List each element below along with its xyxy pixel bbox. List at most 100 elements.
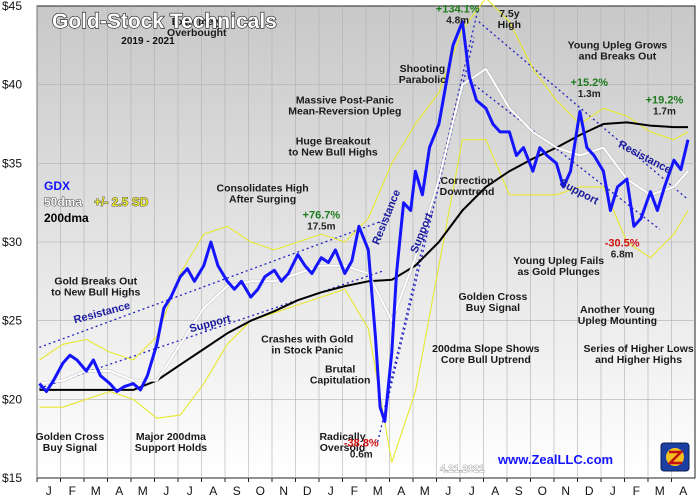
annotation-line: Another Young [580, 304, 655, 316]
annotation-line: Golden Cross [458, 291, 527, 303]
annotation: Shooting Parabolic [399, 63, 446, 86]
y-tick-label: $35 [2, 156, 22, 170]
annotation: Major 200dma Support Holds [135, 431, 207, 454]
x-tick-label: D [585, 484, 594, 498]
annotation-line: Extremely [172, 16, 222, 28]
annotation-line: 200dma Slope Shows [432, 343, 540, 355]
annotation-line: Golden Cross [35, 431, 104, 443]
x-tick-label: S [515, 484, 523, 498]
annotations: Extremely Overbought 7.5y High Young Upleg G… [35, 8, 693, 454]
x-tick-label: A [115, 484, 123, 498]
legend-50dma: 50dma [44, 195, 82, 209]
annotation-line: and Breaks Out [579, 50, 657, 62]
legend-gdx: GDX [44, 179, 70, 193]
annotation-line: Buy Signal [43, 442, 97, 454]
brand-url: www.ZealLLC.com [497, 452, 613, 467]
annotation-line: Correction [441, 175, 494, 187]
series-50dma [39, 67, 689, 385]
annotation-line: Crashes with Gold [261, 334, 353, 346]
y-axis-ticks: $15 $20 $25 $30 $35 $40 $45 [2, 0, 22, 485]
x-tick-label: F [351, 484, 358, 498]
x-tick-label: O [538, 484, 547, 498]
percent-label: +76.7% [303, 209, 341, 221]
annotation-line: Consolidates High [217, 183, 309, 195]
annotation: Correction Downtrend [440, 175, 495, 198]
annotation-line: Radically [319, 431, 365, 443]
legend: GDX 50dma +/- 2.5 SD 200dma [44, 179, 149, 225]
series-lines [38, 0, 690, 463]
x-tick-label: A [491, 484, 499, 498]
x-tick-label: M [91, 484, 101, 498]
annotation: Consolidates High After Surging [217, 183, 309, 206]
percent-label: -38.8% [344, 438, 379, 450]
annotation-line: in Stock Panic [271, 345, 343, 357]
annotation: Golden Cross Buy Signal [458, 291, 527, 314]
percent-labels: +134.1%4.8m +76.7%17.5m +15.2%1.3m +19.2%1.… [303, 3, 684, 460]
annotation-line: Shooting [400, 63, 446, 75]
x-tick-label: J [187, 484, 193, 498]
annotation: Young Upleg Fails as Gold Plunges [513, 255, 604, 278]
chart-title: Gold-Stock Technicals [52, 10, 277, 33]
series--2-5-sd [39, 0, 689, 361]
annotation: 200dma Slope Shows Core Bull Uptrend [432, 343, 540, 366]
annotation-line: After Surging [229, 194, 296, 206]
series-gdx [38, 20, 690, 423]
annotation: Extremely Overbought [167, 16, 227, 39]
annotation-line: Downtrend [440, 186, 495, 198]
volume-label: 6.8m [611, 250, 634, 261]
annotation-line: and Higher Highs [595, 354, 682, 366]
y-tick-label: $25 [2, 314, 22, 328]
annotation-line: Major 200dma [136, 431, 206, 443]
annotation-line: 7.5y [499, 8, 520, 20]
x-tick-label: N [561, 484, 570, 498]
date-stamp: 4.21.2021 [440, 464, 485, 475]
annotation-line: Young Upleg Grows [568, 39, 668, 51]
x-tick-label: J [445, 484, 451, 498]
x-tick-label: M [655, 484, 665, 498]
percent-label: +19.2% [646, 95, 684, 107]
annotation: Massive Post-Panic Mean-Reversion Upleg [288, 95, 401, 118]
x-tick-label: J [610, 484, 616, 498]
volume-label: 1.3m [578, 89, 601, 100]
percent-label: +134.1% [436, 3, 480, 15]
annotation: Series of Higher Lows and Higher Highs [583, 343, 693, 366]
annotation-line: Mean-Reversion Upleg [288, 106, 401, 118]
volume-label: 1.7m [653, 107, 676, 118]
annotation-line: Support Holds [135, 442, 207, 454]
legend-200dma: 200dma [44, 211, 89, 225]
annotation-line: Oversold [320, 442, 366, 454]
annotation-line: Capitulation [310, 375, 371, 387]
percent-label: -30.5% [605, 238, 640, 250]
series--2-5-sd [39, 139, 689, 463]
annotation: Another Young Upleg Mounting [578, 304, 657, 327]
annotation-line: Upleg Mounting [578, 315, 657, 327]
x-tick-label: J [46, 484, 52, 498]
annotation-line: Buy Signal [466, 302, 520, 314]
volume-label: 0.6m [350, 450, 373, 461]
percent-label: +15.2% [570, 77, 608, 89]
annotation-line: Massive Post-Panic [296, 95, 394, 107]
annotation-line: to New Bull Highs [51, 286, 140, 298]
annotation: Radically Oversold [319, 431, 365, 454]
x-tick-label: S [233, 484, 241, 498]
annotation-line: Core Bull Uptrend [441, 354, 531, 366]
annotation-line: to New Bull Highs [288, 146, 377, 158]
annotation-line: High [498, 19, 521, 31]
x-tick-label: M [138, 484, 148, 498]
annotation-line: Gold Breaks Out [54, 275, 137, 287]
annotation: Young Upleg Grows and Breaks Out [568, 39, 668, 62]
chart-subtitle: 2019 - 2021 [121, 36, 175, 47]
gridlines [36, 6, 695, 478]
x-tick-label: D [303, 484, 312, 498]
annotation-line: Overbought [167, 27, 227, 39]
trendline [39, 219, 386, 349]
annotation: Crashes with Gold in Stock Panic [261, 334, 353, 357]
x-tick-label: N [279, 484, 288, 498]
x-tick-label: M [373, 484, 383, 498]
annotation: Golden Cross Buy Signal [35, 431, 104, 454]
y-tick-label: $40 [2, 78, 22, 92]
x-tick-label: M [420, 484, 430, 498]
annotation-line: Parabolic [399, 74, 446, 86]
annotation: 7.5y High [498, 8, 521, 31]
